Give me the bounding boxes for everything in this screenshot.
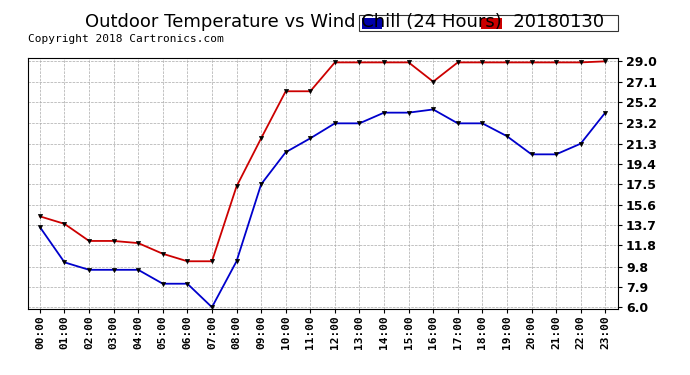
Legend: Wind Chill  (°F), Temperature  (°F): Wind Chill (°F), Temperature (°F) [359,15,618,32]
Text: Copyright 2018 Cartronics.com: Copyright 2018 Cartronics.com [28,34,224,44]
Text: Outdoor Temperature vs Wind Chill (24 Hours)  20180130: Outdoor Temperature vs Wind Chill (24 Ho… [86,13,604,31]
